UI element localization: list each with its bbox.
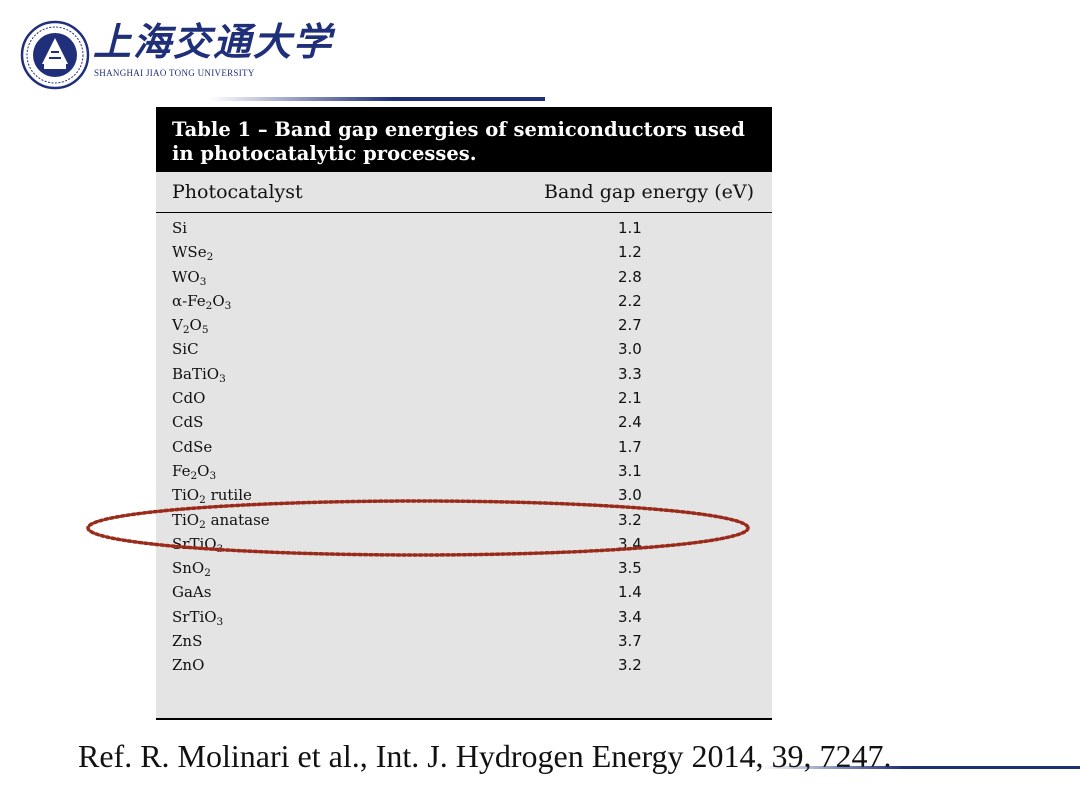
- table-row: ZnS 3.7: [156, 630, 772, 654]
- footer-divider: [760, 766, 1080, 769]
- band-gap-value: 1.2: [618, 243, 642, 262]
- table-row: SrTiO3 3.4: [156, 533, 772, 557]
- photocatalyst-name: Si: [172, 219, 188, 237]
- band-gap-value: 3.0: [618, 340, 642, 359]
- photocatalyst-name: α-Fe2O3: [172, 291, 232, 312]
- photocatalyst-name: WSe2: [172, 243, 214, 264]
- photocatalyst-name: SnO2: [172, 559, 211, 580]
- table-row: SnO2 3.5: [156, 557, 772, 581]
- band-gap-value: 3.2: [618, 656, 642, 675]
- band-gap-value: 2.4: [618, 413, 642, 432]
- photocatalyst-name: SrTiO3: [172, 534, 224, 555]
- table-row: BaTiO3 3.3: [156, 363, 772, 387]
- table-caption: Table 1 – Band gap energies of semicondu…: [156, 107, 772, 172]
- photocatalyst-name: GaAs: [172, 583, 212, 602]
- band-gap-value: 3.4: [618, 607, 642, 626]
- photocatalyst-name: SiC: [172, 340, 199, 359]
- table-row: WO3 2.8: [156, 266, 772, 290]
- photocatalyst-name: ZnS: [172, 632, 203, 651]
- band-gap-value: 3.2: [618, 510, 642, 529]
- band-gap-value: 2.7: [618, 316, 642, 335]
- band-gap-value: 1.4: [618, 583, 642, 602]
- table-row: TiO2 rutile 3.0: [156, 484, 772, 508]
- photocatalyst-name: TiO2 anatase: [172, 510, 270, 531]
- band-gap-value: 3.4: [618, 534, 642, 553]
- reference-citation: Ref. R. Molinari et al., Int. J. Hydroge…: [78, 738, 892, 774]
- band-gap-table: Table 1 – Band gap energies of semicondu…: [156, 107, 772, 720]
- university-logo-icon: [20, 20, 90, 90]
- table-body: Si 1.1 WSe2 1.2 WO3 2.8 α-Fe2O3 2.2 V2O5 2.7 SiC 3.…: [156, 217, 772, 679]
- column-header-photocatalyst: Photocatalyst: [172, 181, 303, 203]
- table-row: CdO 2.1: [156, 387, 772, 411]
- university-name-chinese: 上海交通大学: [93, 19, 334, 64]
- table-row: CdS 2.4: [156, 411, 772, 435]
- table-header-row: Photocatalyst Band gap energy (eV): [156, 172, 772, 213]
- band-gap-value: 3.0: [618, 486, 642, 505]
- photocatalyst-name: V2O5: [172, 316, 209, 337]
- table-row: TiO2 anatase 3.2: [156, 509, 772, 533]
- table-row: SrTiO3 3.4: [156, 606, 772, 630]
- header-divider: [210, 97, 545, 101]
- table-row: V2O5 2.7: [156, 314, 772, 338]
- table-row: α-Fe2O3 2.2: [156, 290, 772, 314]
- band-gap-value: 3.1: [618, 461, 642, 480]
- band-gap-value: 2.8: [618, 267, 642, 286]
- photocatalyst-name: WO3: [172, 267, 207, 288]
- table-row: Fe2O3 3.1: [156, 460, 772, 484]
- band-gap-value: 2.1: [618, 389, 642, 408]
- photocatalyst-name: TiO2 rutile: [172, 486, 252, 507]
- photocatalyst-name: SrTiO3: [172, 607, 224, 628]
- band-gap-value: 3.7: [618, 632, 642, 651]
- table-row: SiC 3.0: [156, 338, 772, 362]
- photocatalyst-name: CdS: [172, 413, 204, 432]
- band-gap-value: 1.7: [618, 437, 642, 456]
- band-gap-value: 1.1: [618, 219, 642, 237]
- photocatalyst-name: ZnO: [172, 656, 205, 675]
- table-row: CdSe 1.7: [156, 436, 772, 460]
- photocatalyst-name: BaTiO3: [172, 364, 226, 385]
- band-gap-value: 3.5: [618, 559, 642, 578]
- university-name-english: Shanghai Jiao Tong University: [94, 68, 255, 78]
- table-row: GaAs 1.4: [156, 581, 772, 605]
- table-row: ZnO 3.2: [156, 654, 772, 678]
- table-row: WSe2 1.2: [156, 241, 772, 265]
- photocatalyst-name: CdO: [172, 389, 206, 408]
- photocatalyst-name: CdSe: [172, 437, 213, 456]
- band-gap-value: 3.3: [618, 364, 642, 383]
- column-header-band-gap: Band gap energy (eV): [544, 181, 754, 203]
- band-gap-value: 2.2: [618, 291, 642, 310]
- photocatalyst-name: Fe2O3: [172, 461, 217, 482]
- table-row: Si 1.1: [156, 217, 772, 241]
